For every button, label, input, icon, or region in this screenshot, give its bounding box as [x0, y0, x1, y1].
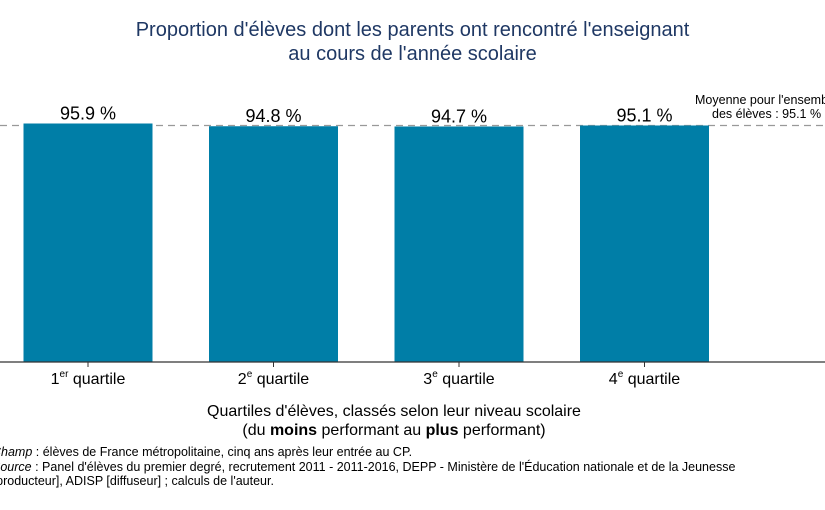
x-axis-title-line-1: Quartiles d'élèves, classés selon leur n… [207, 403, 581, 420]
reference-line-label: Moyenne pour l'ensemble des élèves : 95.1… [695, 93, 825, 121]
note-source: Source : Panel d'élèves du premier degré… [0, 459, 736, 474]
bar [209, 126, 338, 363]
bar-chart: Moyenne pour l'ensemble des élèves : 95.1… [0, 93, 825, 388]
chart-title-line-2: au cours de l'année scolaire [288, 43, 537, 65]
bar [394, 126, 524, 362]
x-axis-title-line-2: (du moins performant au plus performant) [242, 422, 546, 439]
bar-value-label: 95.1 % [616, 105, 672, 125]
bar [23, 123, 153, 362]
note-champ: Champ : élèves de France métropolitaine,… [0, 445, 413, 459]
chart-title: Proportion d'élèves dont les parents ont… [0, 18, 825, 66]
x-tick-label: 2e quartile [238, 369, 309, 388]
x-tick-label: 4e quartile [609, 369, 680, 388]
bar-value-label: 95.9 % [60, 104, 116, 124]
x-tick-label: 3e quartile [423, 369, 494, 388]
chart-title-line-1: Proportion d'élèves dont les parents ont… [135, 19, 690, 41]
x-axis-title: Quartiles d'élèves, classés selon leur n… [0, 402, 788, 440]
chart-notes: Champ : élèves de France métropolitaine,… [0, 445, 735, 489]
bar-value-label: 94.7 % [431, 106, 487, 126]
bar-value-label: 94.8 % [245, 106, 301, 126]
bar [580, 125, 709, 363]
note-source-cont: (producteur], ADISP [diffuseur] ; calcul… [0, 474, 274, 488]
x-tick-label: 1er quartile [51, 369, 126, 388]
